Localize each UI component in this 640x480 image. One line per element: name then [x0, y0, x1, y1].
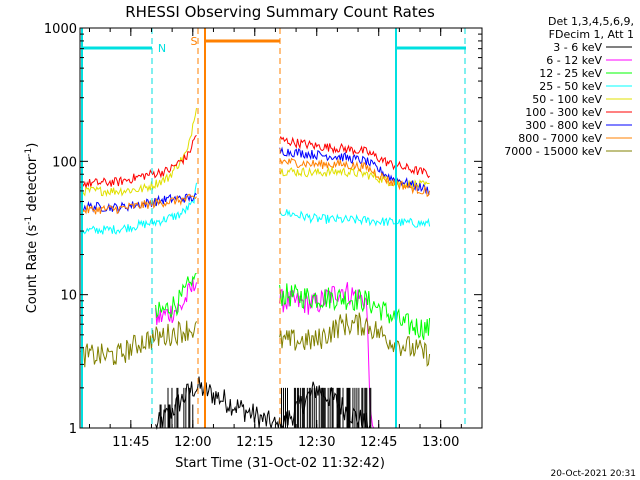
legend-label: 25 - 50 keV — [539, 80, 602, 93]
night-annotation: N — [158, 42, 166, 55]
y-axis-label-mid: detector — [25, 156, 40, 216]
y-axis-label-main: Count Rate (s — [25, 225, 40, 314]
series-line-3 — [279, 283, 431, 340]
y-axis-label-sup2: -1 — [24, 148, 34, 157]
legend-label: 100 - 300 keV — [525, 106, 602, 119]
legend-label: 800 - 7000 keV — [518, 132, 602, 145]
legend-header-line2: FDecim 1, Att 1 — [549, 28, 634, 41]
series-line-5 — [279, 165, 430, 190]
x-tick-label: 13:00 — [422, 435, 459, 450]
plot-frame — [79, 27, 483, 429]
legend-label: 12 - 25 keV — [539, 67, 602, 80]
x-tick-label: 12:45 — [360, 435, 397, 450]
legend-label: 3 - 6 keV — [553, 41, 602, 54]
series-line-2 — [155, 278, 197, 326]
series-line-6 — [80, 134, 197, 188]
series-line-4 — [279, 208, 431, 228]
timestamp: 20-Oct-2021 20:31 — [551, 469, 636, 479]
series-line-4 — [80, 182, 197, 235]
y-tick-label: 10 — [60, 289, 77, 304]
x-tick-label: 12:15 — [236, 435, 273, 450]
overlay-layer: NS — [81, 28, 466, 428]
x-tick-label: 12:00 — [174, 435, 211, 450]
y-axis-label-end: ) — [25, 143, 40, 148]
series-line-9 — [80, 320, 197, 368]
legend-label: 7000 - 15000 keV — [504, 145, 602, 158]
series-line-5 — [80, 107, 197, 198]
x-tick-label: 11:45 — [112, 435, 149, 450]
x-axis-label: Start Time (31-Oct-02 11:32:42) — [175, 456, 385, 471]
y-axis-label-sup1: -1 — [24, 216, 34, 225]
series-line-6 — [279, 135, 430, 179]
series-line-1 — [155, 376, 371, 430]
series-line-3 — [155, 272, 197, 319]
y-axis-label: Count Rate (s-1 detector-1) — [24, 143, 40, 314]
legend-header-line1: Det 1,3,4,5,6,9, — [548, 15, 634, 28]
legend-label: 50 - 100 keV — [532, 93, 602, 106]
y-ticks: 1 10 100 1000 — [44, 22, 482, 437]
y-tick-label: 100 — [52, 155, 77, 170]
legend-label: 300 - 800 keV — [525, 119, 602, 132]
series-line-9 — [279, 312, 431, 367]
saa-annotation: S — [191, 35, 198, 48]
x-ticks: 11:45 12:00 12:15 12:30 12:45 13:00 — [89, 28, 462, 450]
series-line-8 — [80, 193, 197, 215]
y-tick-label: 1 — [69, 422, 77, 437]
y-tick-label: 1000 — [44, 22, 77, 37]
series-layer — [80, 107, 431, 430]
series-line-8 — [279, 157, 431, 198]
legend-label: 6 - 12 keV — [546, 54, 602, 67]
chart-title: RHESSI Observing Summary Count Rates — [125, 3, 435, 21]
x-tick-label: 12:30 — [298, 435, 335, 450]
